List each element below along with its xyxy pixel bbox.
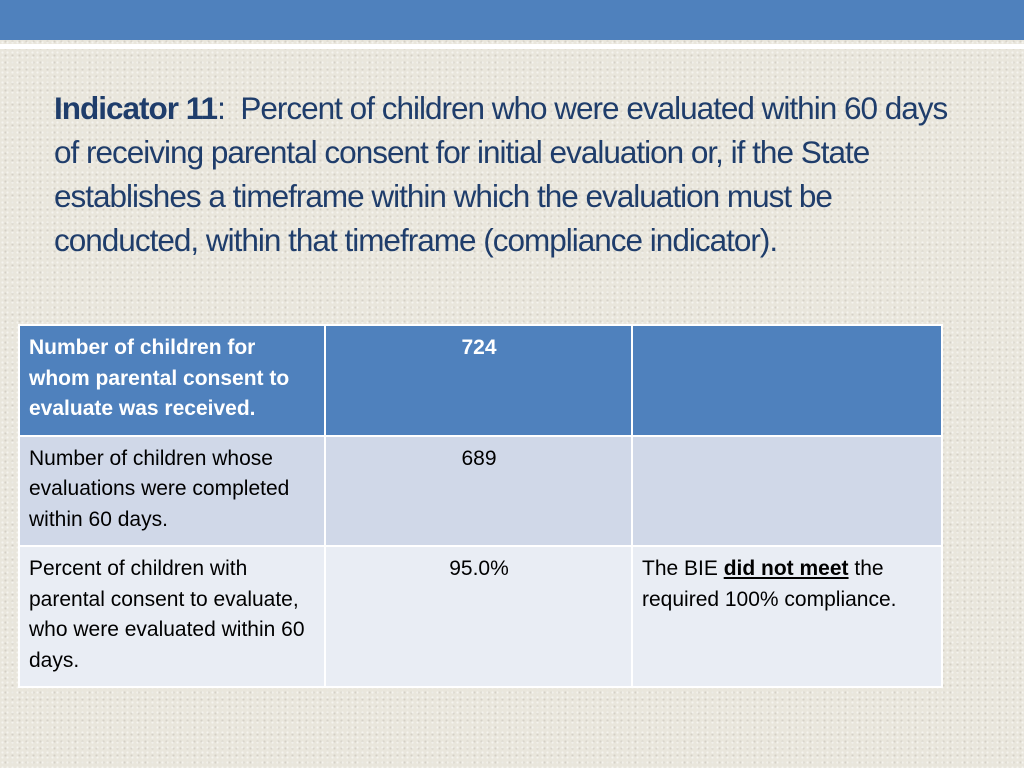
- note-suffix: the required 100% compliance.: [642, 557, 897, 611]
- compliance-table: Number of children for whom parental con…: [18, 324, 943, 688]
- table-row: Number of children whose evaluations wer…: [18, 434, 943, 547]
- table-row: Number of children for whom parental con…: [18, 324, 943, 437]
- row-note: [631, 434, 943, 547]
- row-value: 724: [324, 324, 633, 437]
- row-label: Number of children for whom parental con…: [18, 324, 326, 437]
- row-note: [631, 324, 943, 437]
- note-prefix: The BIE: [642, 557, 724, 580]
- indicator-description: Percent of children who were evaluated w…: [54, 90, 948, 258]
- row-value: 95.0%: [324, 545, 633, 688]
- table-row: Percent of children with parental consen…: [18, 545, 943, 688]
- slide-title: Indicator 11: Percent of children who we…: [54, 86, 974, 262]
- header-divider: [0, 44, 1024, 49]
- row-label: Number of children whose evaluations wer…: [18, 434, 326, 547]
- note-emphasis: did not meet: [723, 557, 849, 580]
- header-bar: [0, 0, 1024, 40]
- title-colon: :: [217, 90, 226, 126]
- row-value: 689: [324, 434, 633, 547]
- indicator-label: Indicator 11: [54, 90, 218, 126]
- row-note: The BIE did not meet the required 100% c…: [631, 545, 943, 688]
- row-label: Percent of children with parental consen…: [18, 545, 326, 688]
